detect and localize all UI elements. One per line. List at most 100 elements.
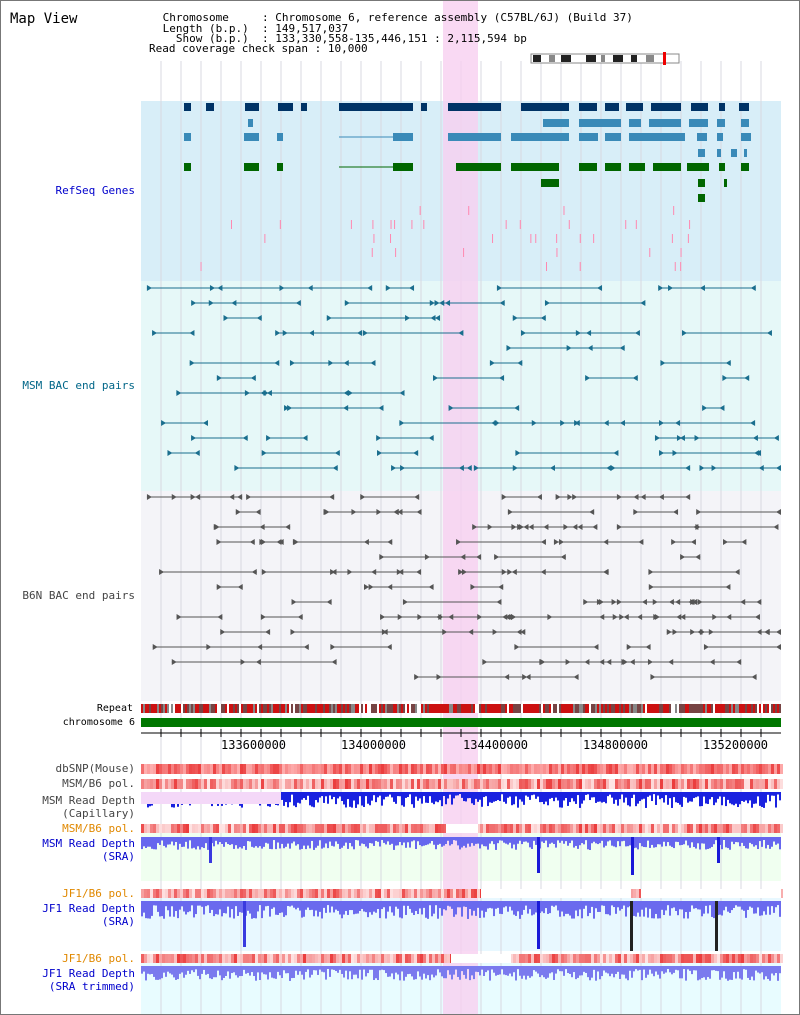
- depth-bar: [769, 966, 771, 981]
- repeat-mark: [215, 704, 217, 713]
- depth-bar: [179, 966, 181, 974]
- pol-cell: [141, 889, 144, 898]
- gene-exon: [687, 163, 709, 171]
- depth-bar: [203, 901, 205, 915]
- ideogram-band: [586, 55, 596, 62]
- label-jf1-b6-pol[interactable]: JF1/B6 pol.: [62, 887, 135, 900]
- depth-bar: [453, 966, 455, 975]
- depth-bar: [257, 901, 259, 912]
- gene-exon: [697, 133, 707, 141]
- depth-bar: [339, 792, 341, 797]
- pol-cell: [201, 954, 204, 963]
- pol-cell: [198, 954, 201, 963]
- depth-bar: [563, 901, 565, 917]
- msm-bac-pair-end: [256, 315, 262, 321]
- depth-bar: [479, 966, 481, 976]
- depth-bar: [637, 901, 639, 913]
- pol-cell: [387, 954, 390, 963]
- pol-cell: [591, 779, 594, 789]
- label-dbsnp[interactable]: dbSNP(Mouse): [55, 762, 135, 775]
- pol-cell: [639, 954, 642, 963]
- depth-bar: [661, 966, 663, 972]
- pol-cell: [603, 824, 606, 833]
- b6n-bac-pair-end: [290, 629, 296, 635]
- depth-bar: [351, 966, 353, 980]
- pol-cell: [249, 764, 252, 774]
- msm-bac-pair-end: [405, 315, 411, 321]
- label-jf1-read-depth-sra[interactable]: JF1 Read Depth (SRA): [42, 902, 135, 928]
- depth-bar: [319, 792, 321, 798]
- depth-bar: [143, 837, 145, 847]
- repeat-mark: [321, 704, 323, 713]
- depth-bar: [321, 837, 323, 849]
- depth-bar: [717, 966, 719, 972]
- depth-bar: [483, 837, 485, 847]
- pol-cell: [738, 764, 741, 774]
- depth-bar: [265, 837, 267, 843]
- repeat-mark: [175, 704, 177, 713]
- pol-cell: [144, 824, 147, 833]
- pol-cell: [189, 764, 192, 774]
- depth-bar: [609, 837, 611, 841]
- b6n-bac-pair-end: [330, 644, 336, 650]
- pol-cell: [642, 954, 645, 963]
- depth-bar: [555, 792, 557, 798]
- label-msm-read-depth-capillary[interactable]: MSM Read Depth (Capillary): [42, 794, 135, 820]
- b6n-bac-pair-end: [303, 644, 309, 650]
- pol-cell: [309, 889, 312, 898]
- depth-bar: [571, 901, 573, 919]
- depth-bar: [421, 837, 423, 847]
- depth-bar: [775, 837, 777, 845]
- msm-bac-pair-end: [544, 300, 550, 306]
- repeat-mark: [203, 704, 205, 713]
- label-jf1-b6-pol-2[interactable]: JF1/B6 pol.: [62, 952, 135, 965]
- depth-bar: [669, 966, 671, 973]
- pol-cell: [516, 764, 519, 774]
- pol-cell: [396, 764, 399, 774]
- label-jf1-read-depth-trimmed[interactable]: JF1 Read Depth (SRA trimmed): [42, 967, 135, 993]
- depth-bar: [175, 966, 177, 980]
- repeat-mark: [157, 704, 159, 713]
- repeat-mark: [265, 704, 267, 713]
- repeat-mark: [775, 704, 777, 713]
- label-msm-b6-pol[interactable]: MSM/B6 pol.: [62, 777, 135, 790]
- pol-cell: [327, 824, 330, 833]
- pol-cell: [249, 954, 252, 963]
- depth-bar: [277, 966, 279, 972]
- repeat-mark: [207, 704, 209, 713]
- pol-cell: [705, 954, 708, 963]
- depth-bar: [643, 792, 645, 799]
- depth-bar: [405, 792, 407, 798]
- pol-cell: [237, 889, 240, 898]
- depth-bar: [581, 966, 583, 976]
- label-msm-bac-end-pairs[interactable]: MSM BAC end pairs: [22, 379, 135, 392]
- repeat-mark: [499, 704, 501, 713]
- depth-bar: [767, 837, 769, 845]
- depth-bar: [283, 901, 285, 917]
- depth-bar: [399, 837, 401, 842]
- b6n-bac-pair-end: [214, 524, 220, 530]
- depth-bar: [199, 901, 201, 906]
- depth-bar: [693, 966, 695, 971]
- depth-bar: [757, 792, 759, 797]
- pol-cell: [774, 779, 777, 789]
- depth-bar: [207, 966, 209, 974]
- pol-cell: [276, 824, 279, 833]
- depth-bar: [377, 792, 379, 798]
- depth-bar: [285, 966, 287, 974]
- pol-cell: [381, 764, 384, 774]
- label-msm-b6-pol-sra[interactable]: MSM/B6 pol.: [62, 822, 135, 835]
- depth-bar: [525, 901, 527, 906]
- depth-bar: [449, 837, 451, 846]
- label-msm-read-depth-sra[interactable]: MSM Read Depth (SRA): [42, 837, 135, 863]
- depth-bar: [681, 792, 683, 807]
- pol-cell: [471, 779, 474, 789]
- pol-cell: [162, 764, 165, 774]
- label-b6n-bac-end-pairs[interactable]: B6N BAC end pairs: [22, 589, 135, 602]
- pol-cell: [771, 954, 774, 963]
- pol-cell: [711, 779, 714, 789]
- repeat-mark: [663, 704, 665, 713]
- label-refseq-genes[interactable]: RefSeq Genes: [55, 184, 135, 197]
- depth-bar: [615, 966, 617, 974]
